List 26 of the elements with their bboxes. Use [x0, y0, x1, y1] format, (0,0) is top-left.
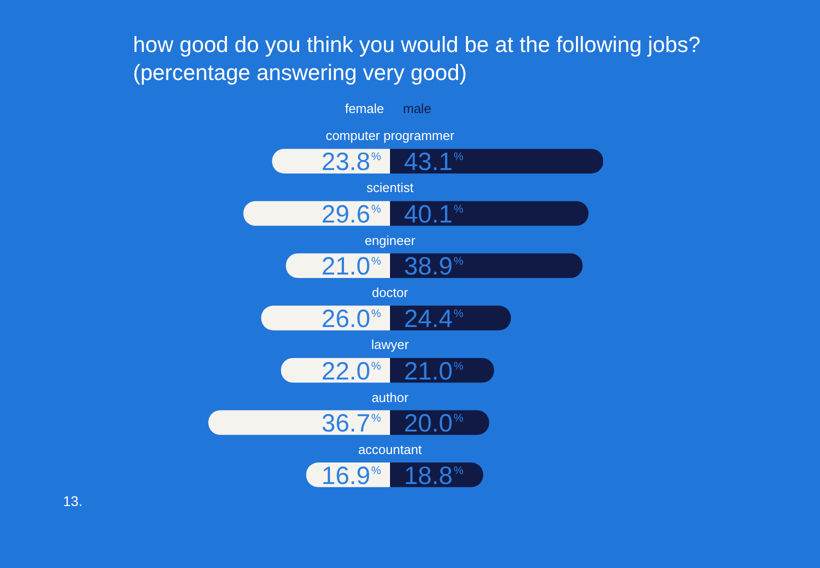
y-tick-label: lawyer [371, 337, 409, 352]
data-label: 23.8% [322, 148, 382, 176]
y-tick-label: scientist [366, 180, 414, 196]
chart-title: how good do you think you would be at the following jobs? [133, 32, 700, 58]
text: female [344, 101, 384, 116]
data-label: 18.8% [404, 462, 464, 490]
data-label: 36.7% [322, 410, 382, 438]
data-label: 21.0% [404, 357, 464, 386]
data-label: 38.9% [404, 252, 464, 281]
data-label: 43.1% [404, 148, 464, 176]
data-label: 16.9% [322, 462, 382, 490]
text: male [403, 101, 432, 116]
data-label: 26.0% [322, 305, 382, 333]
y-tick-label: engineer [364, 232, 416, 248]
chart-subtitle: (percentage answering very good) [133, 60, 467, 86]
data-label: 29.6% [322, 200, 382, 228]
data-label: 40.1% [404, 200, 464, 228]
y-tick-label: accountant [358, 442, 422, 457]
y-tick-label: author [372, 390, 408, 405]
y-tick-label: computer programmer [326, 128, 454, 144]
y-tick-label: doctor [372, 285, 408, 300]
data-label: 20.0% [404, 410, 464, 438]
text: 13. [63, 493, 82, 509]
data-label: 21.0% [322, 252, 382, 281]
data-label: 22.0% [322, 357, 382, 386]
data-label: 24.4% [404, 305, 464, 333]
